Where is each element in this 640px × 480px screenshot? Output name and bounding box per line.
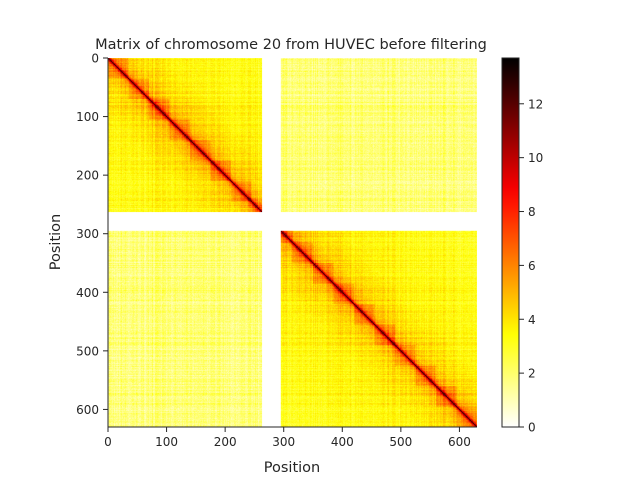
chart-title: Matrix of chromosome 20 from HUVEC befor… bbox=[95, 37, 487, 53]
heatmap bbox=[108, 58, 477, 427]
colorbar-tick-label: 10 bbox=[528, 151, 543, 165]
x-tick-label: 200 bbox=[214, 435, 237, 449]
colorbar: 0 2 4 6 8 10 12 bbox=[501, 57, 543, 435]
x-axis-label: Position bbox=[264, 460, 320, 476]
x-tick-label: 300 bbox=[272, 435, 295, 449]
x-tick-label: 600 bbox=[448, 435, 471, 449]
colorbar-tick-label: 2 bbox=[528, 367, 536, 381]
colorbar-tick-label: 0 bbox=[528, 421, 536, 435]
colorbar-axis: 0 2 4 6 8 10 12 bbox=[519, 97, 543, 435]
x-axis: 0 100 200 300 400 500 600 bbox=[104, 427, 471, 449]
colorbar-tick-label: 12 bbox=[528, 97, 543, 111]
y-tick-label: 500 bbox=[76, 344, 99, 358]
x-tick-label: 100 bbox=[155, 435, 178, 449]
heatmap-image bbox=[108, 58, 477, 427]
colorbar-fill bbox=[501, 57, 520, 428]
x-tick-label: 400 bbox=[331, 435, 354, 449]
y-axis-label: Position bbox=[48, 214, 64, 270]
y-tick-label: 400 bbox=[76, 286, 99, 300]
y-tick-label: 300 bbox=[76, 227, 99, 241]
x-tick-label: 500 bbox=[389, 435, 412, 449]
y-axis: 0 100 200 300 400 500 600 bbox=[76, 52, 108, 417]
y-tick-label: 0 bbox=[91, 52, 99, 66]
colorbar-tick-label: 4 bbox=[528, 313, 536, 327]
y-tick-label: 600 bbox=[76, 403, 99, 417]
y-tick-label: 200 bbox=[76, 169, 99, 183]
plot-spines bbox=[107, 58, 477, 428]
colorbar-tick-label: 8 bbox=[528, 205, 536, 219]
x-tick-label: 0 bbox=[104, 435, 112, 449]
colorbar-tick-label: 6 bbox=[528, 259, 536, 273]
y-tick-label: 100 bbox=[76, 110, 99, 124]
